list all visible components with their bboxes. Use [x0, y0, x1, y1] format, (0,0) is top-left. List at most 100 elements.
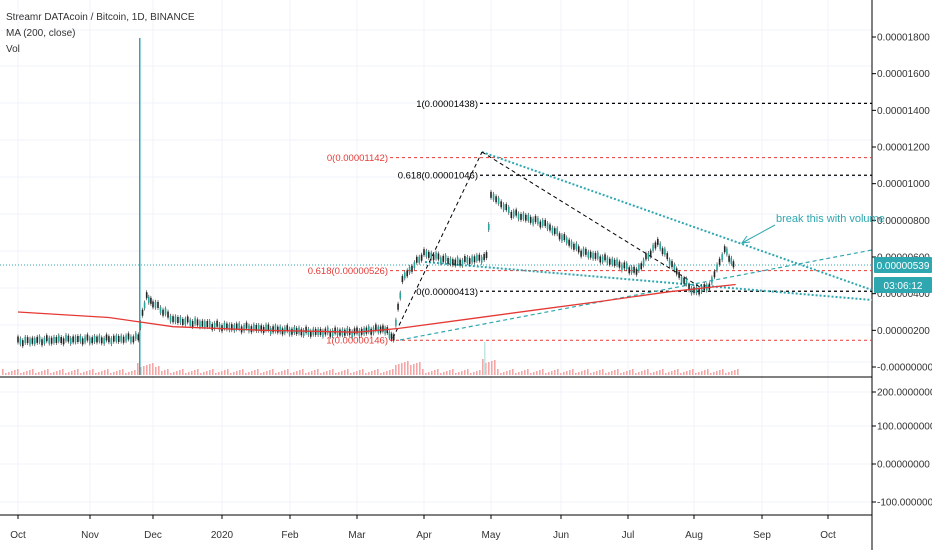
price-candle: [546, 223, 549, 230]
volume-bar: [356, 371, 358, 375]
volume-bar: [455, 373, 457, 375]
volume-bar: [488, 362, 490, 375]
volume-bar: [290, 373, 292, 375]
price-candle: [117, 335, 120, 342]
price-candle: [382, 325, 384, 332]
volume-bar: [650, 373, 652, 375]
volume-bar: [320, 373, 322, 375]
price-candle: [444, 255, 447, 262]
price-candle: [367, 326, 370, 333]
price-candle: [226, 323, 228, 330]
price-candle: [127, 333, 130, 340]
price-candle: [500, 201, 502, 208]
price-candle: [483, 254, 485, 261]
price-candle: [700, 286, 703, 293]
ascending-trendline: [399, 249, 873, 341]
volume-bar: [521, 371, 523, 375]
price-candle: [468, 258, 471, 265]
volume-bar: [491, 361, 493, 375]
volume-bar: [605, 373, 607, 375]
time-tick-label: May: [482, 530, 501, 541]
price-candle: [688, 284, 690, 291]
time-tick-label: Apr: [416, 530, 432, 541]
volume-bar: [452, 369, 454, 375]
volume-bar: [311, 371, 313, 375]
volume-bar: [89, 370, 91, 375]
price-candle: [152, 301, 154, 308]
volume-bar: [431, 371, 433, 375]
price-candle: [17, 336, 19, 343]
volume-bar: [548, 372, 550, 375]
price-candle: [556, 228, 558, 235]
volume-bar: [620, 373, 622, 375]
volume-bar: [74, 370, 76, 375]
volume-bar: [485, 363, 487, 375]
price-candle: [272, 326, 274, 333]
volume-bar: [464, 370, 466, 375]
price-candle: [96, 336, 98, 343]
volume-bar: [635, 373, 637, 375]
price-candle: [418, 256, 420, 263]
vol-legend[interactable]: Vol: [6, 44, 20, 55]
price-candle: [716, 264, 718, 271]
volume-bar: [590, 373, 592, 375]
ma-legend[interactable]: MA (200, close): [6, 28, 76, 39]
volume-bar: [473, 372, 475, 375]
price-candle: [53, 336, 55, 343]
indicator-tick-label: -100.00000000: [877, 498, 932, 509]
price-candle: [98, 335, 101, 342]
price-candle: [305, 326, 307, 333]
volume-bar: [503, 372, 505, 375]
price-candle: [135, 332, 137, 339]
volume-bar: [632, 369, 634, 375]
price-candle: [26, 337, 29, 344]
volume-bar: [419, 362, 421, 375]
price-candle: [657, 238, 659, 245]
price-candle: [103, 337, 105, 344]
volume-bar: [350, 373, 352, 375]
volume-bar: [212, 369, 214, 375]
price-candle: [84, 336, 86, 343]
indicator-tick-label: 0.00000000: [877, 460, 930, 471]
price-candle: [668, 259, 671, 266]
price-candle: [22, 340, 24, 347]
price-candle: [329, 330, 332, 337]
price-candle: [235, 323, 238, 330]
price-candle: [456, 257, 459, 264]
volume-bar: [8, 372, 10, 375]
volume-bar: [44, 370, 46, 375]
volume-bar: [245, 373, 247, 375]
price-candle: [167, 311, 169, 318]
price-candle: [487, 223, 490, 230]
volume-bar: [545, 373, 547, 375]
price-candle: [125, 335, 127, 342]
price-candle: [130, 336, 132, 343]
price-candle: [110, 338, 113, 345]
price-candle: [164, 308, 167, 315]
price-candle: [267, 324, 270, 331]
volume-bar: [170, 373, 172, 375]
volume-bar: [41, 371, 43, 375]
price-candle: [218, 324, 221, 331]
volume-bar: [203, 372, 205, 375]
price-candle: [208, 320, 211, 327]
symbol-title[interactable]: Streamr DATAcoin / Bitcoin, 1D, BINANCE: [6, 12, 195, 23]
price-candle: [72, 336, 74, 343]
price-candle: [162, 309, 164, 316]
price-candle: [466, 256, 469, 263]
price-candle: [408, 266, 411, 273]
volume-bar: [602, 369, 604, 375]
volume-bar: [83, 372, 85, 375]
volume-bar: [206, 371, 208, 375]
volume-bar: [137, 363, 139, 375]
volume-bar: [254, 370, 256, 375]
volume-bar: [86, 371, 88, 375]
price-candle: [245, 322, 248, 329]
price-tick-label: 0.00000800: [877, 216, 930, 227]
price-candle: [281, 328, 284, 335]
volume-bar: [50, 373, 52, 375]
volume-bar: [692, 369, 694, 375]
volume-bar: [701, 371, 703, 375]
price-candle: [664, 248, 666, 255]
